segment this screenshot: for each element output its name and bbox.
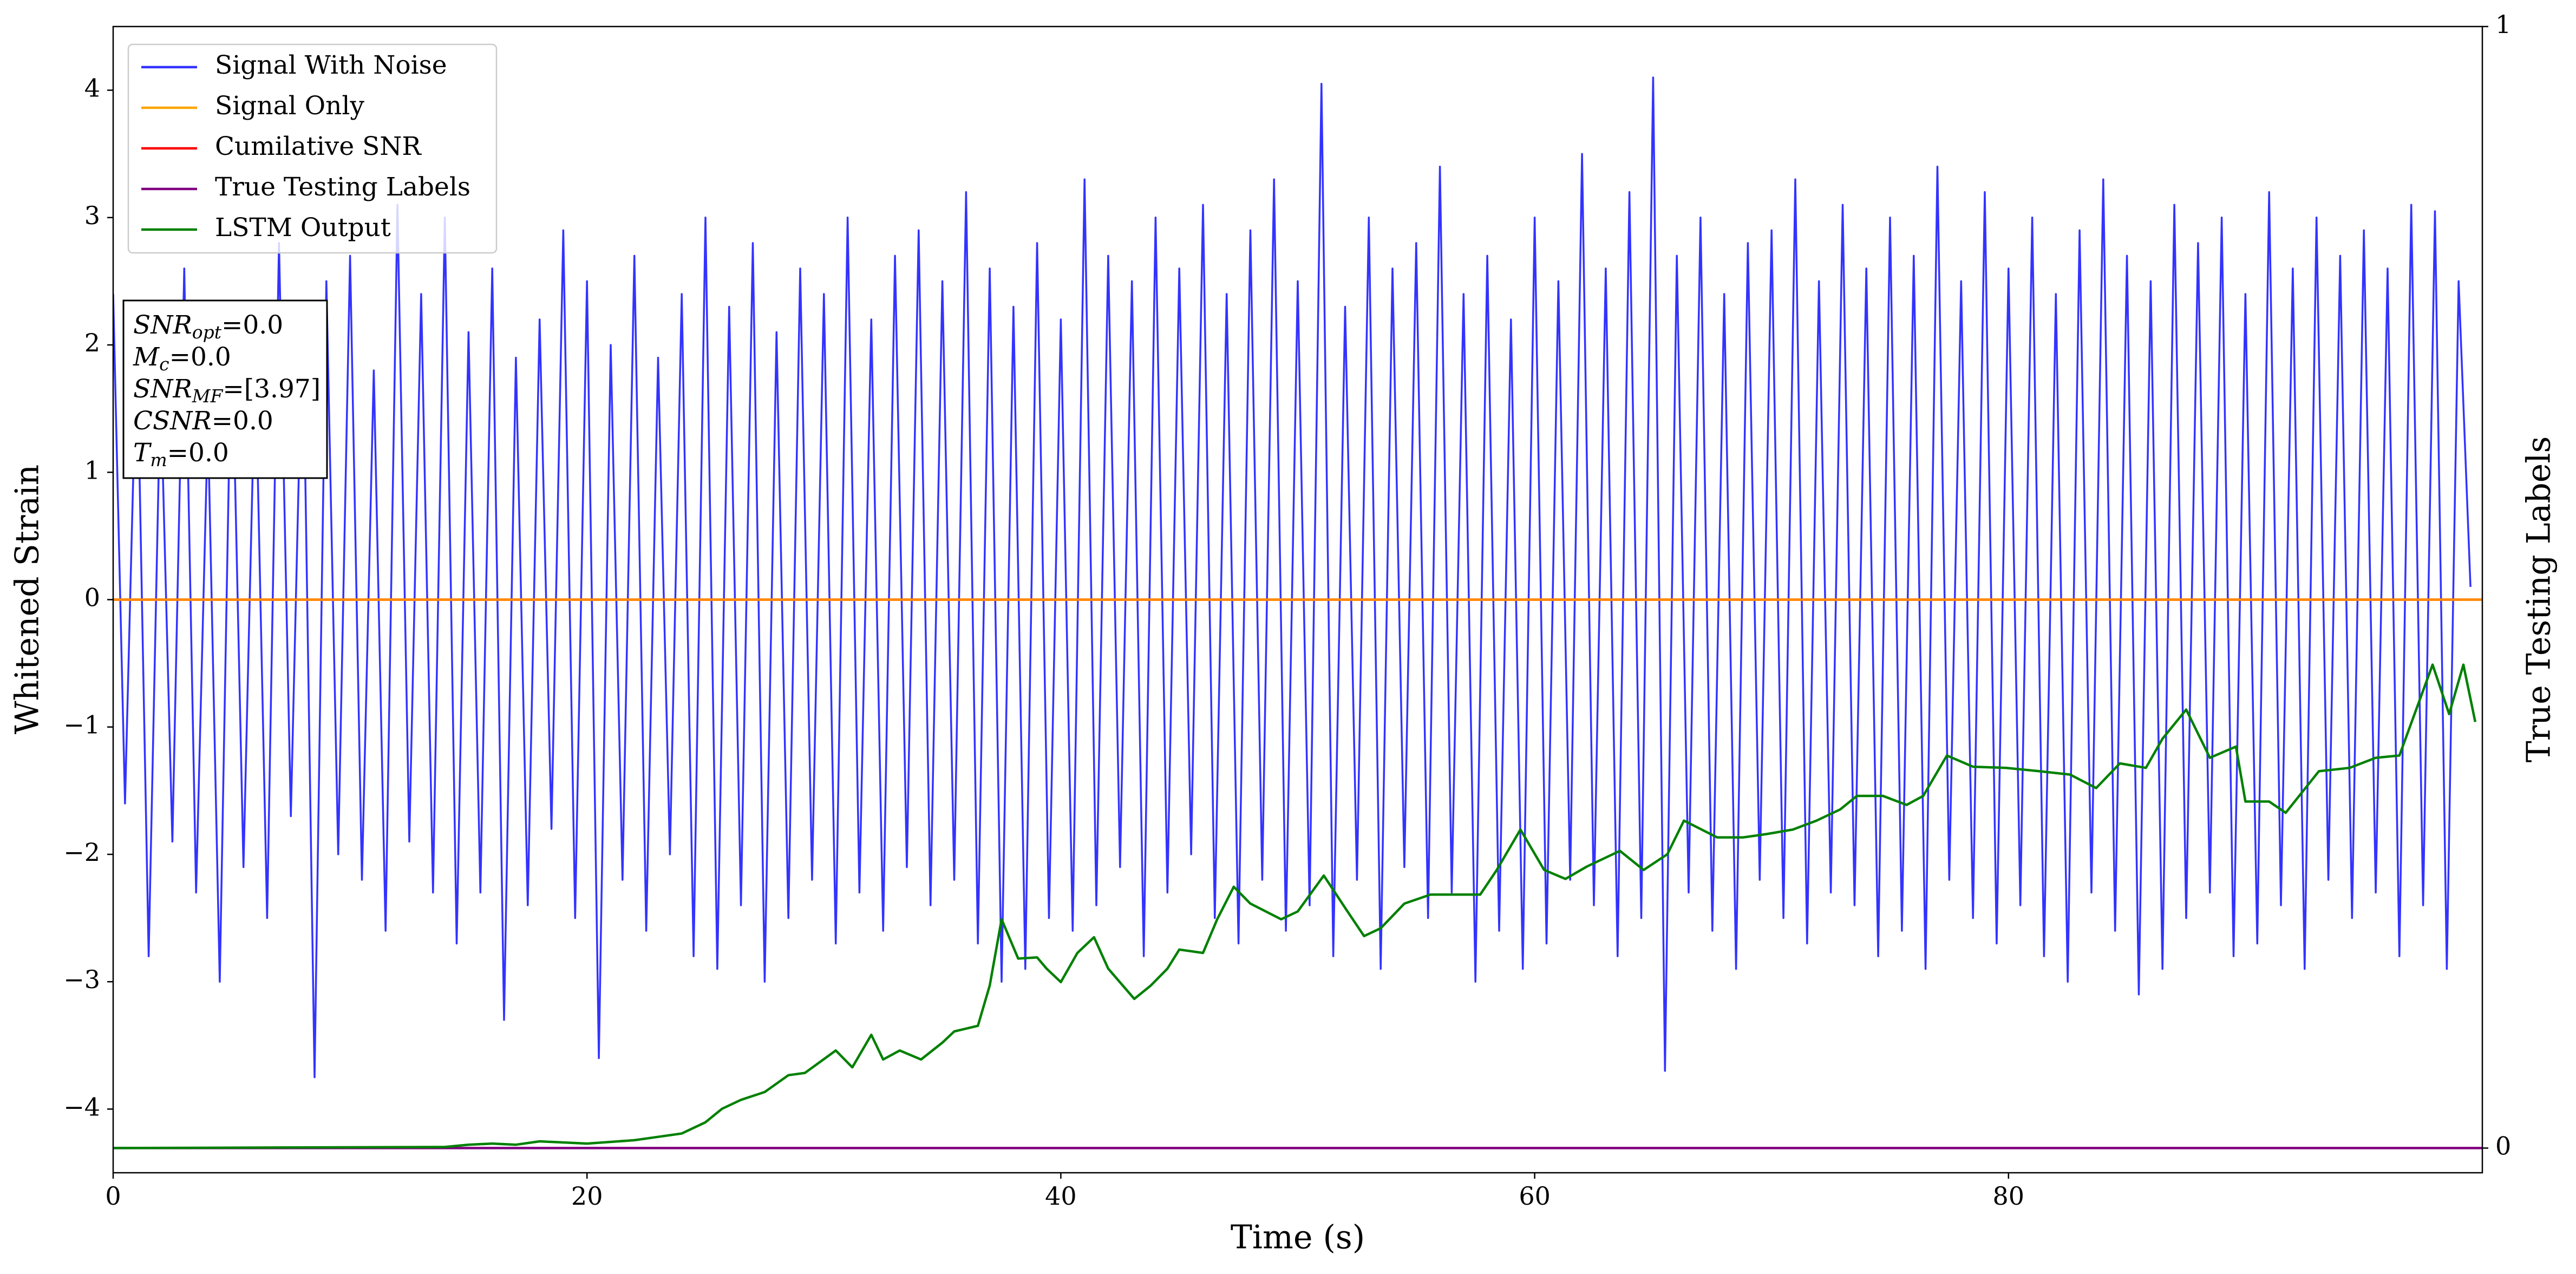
x-tick-label: 20	[571, 1181, 603, 1211]
x-axis-label: Time (s)	[1231, 1219, 1365, 1257]
legend-label: LSTM Output	[215, 213, 391, 243]
legend-label: True Testing Labels	[215, 172, 470, 202]
y-tick-label: −3	[63, 965, 100, 994]
y-axis-label: Whitened Strain	[9, 465, 47, 734]
x-tick-label: 0	[105, 1181, 121, 1211]
annotation-text: =0.0	[167, 438, 229, 468]
annotation-line: SNRMF=[3.97]	[133, 374, 321, 407]
annotation-text: =0.0	[169, 342, 231, 372]
annotation-subscript: c	[159, 354, 169, 375]
y-tick-label: −1	[63, 710, 100, 740]
annotation-symbol: T	[133, 438, 152, 468]
annotation-line: CSNR=0.0	[133, 406, 273, 436]
annotation-text: =0.0	[221, 310, 283, 340]
y-tick-label: 1	[84, 455, 100, 485]
y-tick-label: 3	[84, 201, 100, 230]
x-tick-label: 40	[1045, 1181, 1077, 1211]
y-tick-label: 2	[84, 328, 100, 357]
annotation-symbol: CSNR	[133, 406, 212, 436]
annotation-box: SNRopt=0.0Mc=0.0SNRMF=[3.97]CSNR=0.0Tm=0…	[122, 299, 328, 479]
y-tick-label: 0	[84, 583, 100, 612]
legend-label: Signal Only	[215, 91, 364, 121]
annotation-frame	[122, 299, 328, 479]
annotation-symbol: M	[133, 342, 160, 372]
annotation-symbol: SNR	[133, 374, 192, 404]
annotation-text: =[3.97]	[223, 374, 321, 404]
annotation-line: Mc=0.0	[133, 342, 231, 375]
annotation-symbol: SNR	[133, 310, 192, 340]
series-line	[113, 663, 2477, 1149]
legend-label: Cumilative SNR	[215, 132, 422, 161]
annotation-subscript: m	[150, 449, 167, 471]
annotation-subscript: opt	[192, 322, 222, 343]
y-tick-label: −2	[63, 838, 100, 867]
annotation-text: =0.0	[212, 406, 273, 436]
y2-tick-label: 1	[2495, 10, 2511, 39]
y-tick-label: −4	[63, 1092, 100, 1121]
plot-area	[113, 76, 2482, 1149]
legend: Signal With Noise Signal Only Cumilative S…	[127, 43, 498, 254]
annotation-line: Tm=0.0	[133, 438, 229, 471]
y-tick-label: 4	[84, 74, 100, 103]
annotation-line: SNRopt=0.0	[133, 310, 283, 343]
y2-axis-label: True Testing Labels	[2520, 436, 2558, 763]
x-tick-label: 60	[1519, 1181, 1551, 1211]
legend-box	[127, 43, 498, 254]
series-line	[113, 76, 2472, 1079]
legend-label: Signal With Noise	[215, 50, 447, 80]
annotation-subscript: MF	[192, 386, 224, 407]
y2-tick-label: 0	[2495, 1131, 2511, 1160]
x-tick-label: 80	[1993, 1181, 2025, 1211]
